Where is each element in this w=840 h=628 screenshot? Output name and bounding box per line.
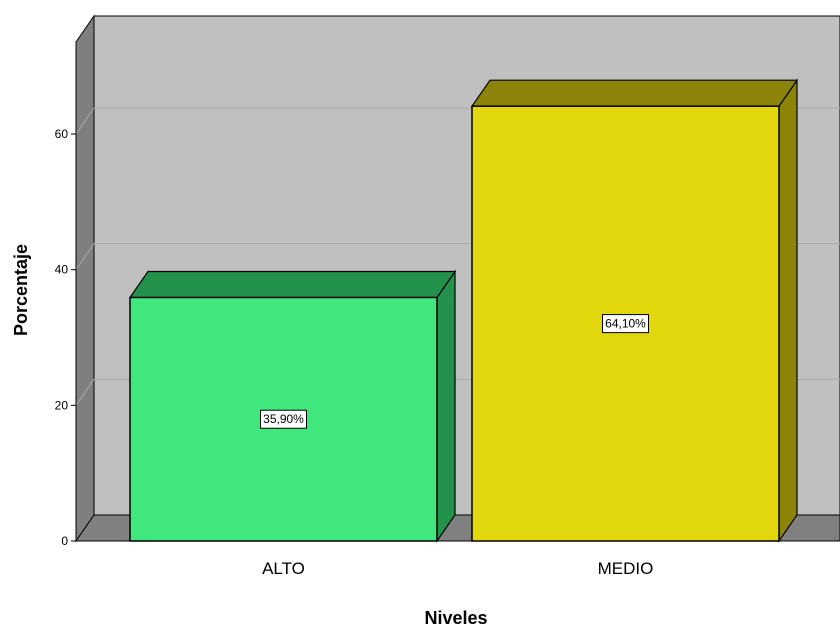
bar-top (128, 270, 457, 299)
gridline-wall (75, 243, 95, 270)
y-tick-label: 60 (55, 127, 69, 141)
x-tick-label: MEDIO (598, 559, 654, 578)
bar-side (436, 269, 456, 543)
data-label-box (260, 409, 307, 429)
y-tick-label: 20 (55, 398, 69, 412)
bar-side (778, 78, 798, 543)
bars: 35,90% 64,10% (128, 78, 799, 543)
bar-top (470, 79, 799, 107)
x-axis-title: Niveles (424, 608, 487, 628)
y-tick-label: 40 (55, 263, 69, 277)
data-label-box (602, 314, 649, 334)
gridline-wall (75, 379, 95, 406)
gridline-wall (75, 107, 95, 135)
y-axis: 0 20 40 60 (55, 42, 77, 548)
y-tick-label: 0 (61, 534, 68, 548)
y-axis-title: Porcentaje (11, 244, 31, 336)
data-label: 35,90% (263, 412, 304, 426)
x-tick-label: ALTO (262, 559, 305, 578)
data-label: 64,10% (605, 317, 646, 331)
x-axis: ALTO MEDIO (262, 559, 653, 578)
left-wall (75, 14, 95, 543)
bar-medio: 64,10% (470, 78, 799, 543)
bar-alto: 35,90% (128, 269, 457, 543)
